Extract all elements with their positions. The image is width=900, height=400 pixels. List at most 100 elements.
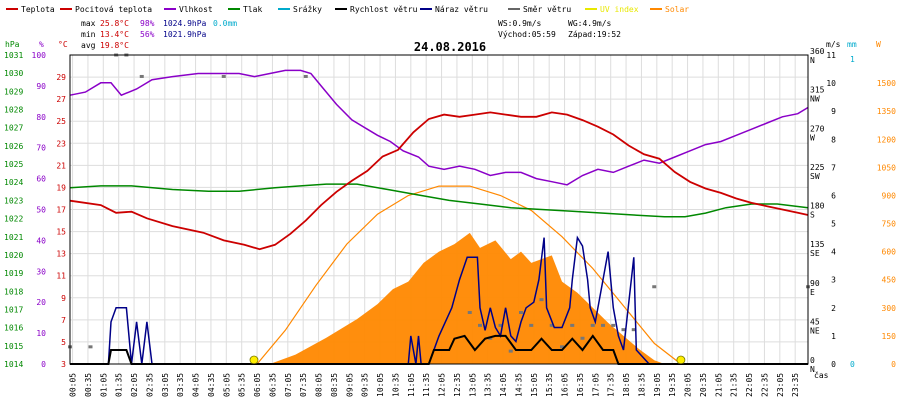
legend-label: Tlak (243, 5, 262, 14)
wind-dir-point (560, 345, 564, 349)
stat-sunrise: Východ:05:59 (498, 30, 556, 39)
tick-label-w: 150 (882, 332, 897, 341)
tick-label-w: 1200 (877, 135, 896, 144)
wind-dir-point (519, 311, 523, 314)
tick-label-w: 600 (882, 248, 897, 257)
legend-label: Srážky (293, 5, 322, 14)
tick-label-temp: 13 (56, 250, 66, 259)
legend-label: Pocitová teplota (75, 5, 152, 14)
tick-label-cardinal: SW (810, 172, 820, 181)
wind-dir-point (621, 328, 626, 332)
tick-label-cardinal: NE (810, 326, 820, 335)
chart-title: 24.08.2016 (414, 40, 486, 54)
tick-label-w: 900 (882, 191, 897, 200)
x-tick-label: 14:35 (514, 373, 523, 397)
uv-marker (249, 355, 259, 365)
legend-item-tlak: Tlak (228, 5, 262, 14)
tick-label-ms: 3 (831, 276, 836, 285)
wind-dir-point (508, 349, 513, 353)
x-tick-label: 10:05 (376, 373, 385, 397)
x-tick-label: 06:05 (253, 373, 262, 397)
x-tick-label: 00:05 (69, 373, 78, 397)
x-tick-label: 18:05 (622, 373, 631, 397)
x-tick-label: 23:05 (776, 373, 785, 397)
tick-label-temp: 19 (56, 183, 66, 192)
stat-max-rain: 0.0mm (213, 19, 237, 28)
tick-label-hpa: 1018 (4, 287, 23, 296)
stat-max-temp: 25.8°C (100, 19, 129, 28)
stat-ws: WS:0.9m/s (498, 19, 542, 28)
tick-label-dir: 135 (810, 240, 825, 249)
legend-item-solar: Solar (650, 5, 689, 14)
wind-dir-point (601, 323, 605, 327)
legend-item-naraz: Náraz větru (420, 5, 488, 14)
x-tick-label: 07:05 (284, 373, 293, 397)
plot-frame (69, 54, 809, 365)
stat-min-hum: 56% (140, 30, 155, 39)
tick-label-hpa: 1014 (4, 360, 23, 369)
tick-label-temp: 21 (56, 161, 66, 170)
stat-avg-label: avg (81, 41, 96, 50)
stat-avg-temp: 19.8°C (100, 41, 129, 50)
wind-dir-point (570, 323, 575, 327)
wind-speed-line (70, 334, 808, 365)
tick-label-hpa: 1030 (4, 69, 23, 78)
x-tick-label: 06:35 (268, 373, 277, 397)
wind-dir-point (652, 285, 657, 289)
legend-item-pocitova: Pocitová teplota (60, 5, 152, 14)
wind-dir-point (221, 74, 226, 78)
tick-label-ms: 7 (831, 163, 836, 172)
tick-label-ms: 4 (831, 248, 836, 257)
tick-label-hpa: 1020 (4, 251, 23, 260)
stat-min-press: 1021.9hPa (163, 30, 207, 39)
tick-label-hpa: 1029 (4, 87, 23, 96)
tick-label-hpa: 1028 (4, 106, 23, 115)
x-tick-label: 02:05 (130, 373, 139, 397)
tick-label-dir: 180 (810, 202, 825, 211)
x-tick-label: 09:05 (345, 373, 354, 397)
tick-label-hpa: 1015 (4, 342, 23, 351)
tick-label-cardinal: W (810, 133, 815, 142)
wind-dir-point (498, 323, 503, 327)
x-tick-label: 19:35 (668, 373, 677, 397)
tick-label-hpa: 1024 (4, 178, 23, 187)
legend-label: Teplota (21, 5, 55, 14)
tick-label-pct: 100 (32, 51, 47, 60)
tick-label-pct: 80 (36, 113, 46, 122)
tick-label-ms: 0 (831, 360, 836, 369)
x-tick-label: 20:35 (699, 373, 708, 397)
tick-label-w: 0 (891, 360, 896, 369)
stat-wg: WG:4.9m/s (568, 19, 612, 28)
tick-label-hpa: 1016 (4, 324, 23, 333)
axis-unit-temp: °C (58, 40, 68, 49)
tick-label-dir: 45 (810, 317, 820, 326)
tick-label-hpa: 1031 (4, 51, 23, 60)
x-tick-label: 04:35 (207, 373, 216, 397)
tick-label-pct: 70 (36, 144, 46, 153)
tick-label-w: 300 (882, 304, 897, 313)
x-tick-label: 05:35 (238, 373, 247, 397)
tick-label-hpa: 1017 (4, 305, 23, 314)
tick-label-ms: 2 (831, 304, 836, 313)
x-tick-label: 20:05 (684, 373, 693, 397)
tick-label-temp: 25 (56, 117, 66, 126)
stat-max-label: max (81, 19, 96, 28)
tick-label-ms: 5 (831, 220, 836, 229)
pressure-line (69, 183, 809, 218)
legend-label: Solar (665, 5, 689, 14)
stat-max-press: 1024.9hPa (163, 19, 207, 28)
tick-label-hpa: 1021 (4, 233, 23, 242)
x-tick-label: 23:35 (791, 373, 800, 397)
solar-theoretical-line (256, 185, 682, 365)
tick-label-dir: 0 (810, 356, 815, 365)
tick-label-cardinal: E (810, 288, 815, 297)
legend-label: Rychlost větru (350, 5, 418, 14)
axis-unit-mm: mm (847, 40, 857, 49)
x-tick-label: 18:35 (637, 373, 646, 397)
x-axis-unit: čas (814, 370, 829, 380)
x-tick-label: 12:35 (453, 373, 462, 397)
x-tick-label: 10:35 (391, 373, 400, 397)
wind-dir-point (611, 323, 616, 327)
x-tick-label: 08:05 (315, 373, 324, 397)
humidity-line (69, 69, 809, 186)
